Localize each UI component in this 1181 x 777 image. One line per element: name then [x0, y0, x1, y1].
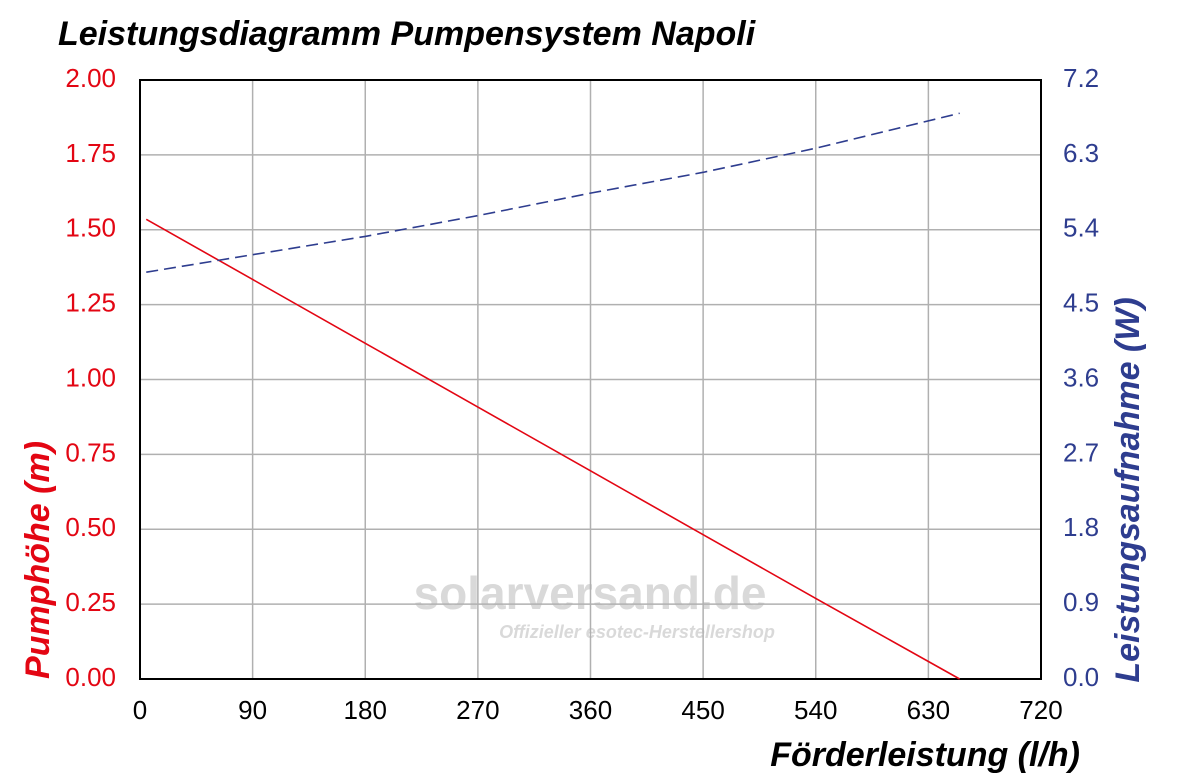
y-axis-label: Pumphöhe (m): [19, 441, 57, 679]
y2-tick-label: 7.2: [1063, 63, 1099, 93]
series-line: [146, 112, 960, 273]
y-tick-label: 1.75: [65, 138, 116, 168]
x-tick-label: 360: [569, 695, 612, 725]
y-tick-label: 1.25: [65, 288, 116, 318]
x-tick-label: 450: [681, 695, 724, 725]
plot-frame: [139, 79, 1042, 680]
y2-tick-label: 1.8: [1063, 512, 1099, 542]
series-line: [145, 218, 961, 680]
y2-tick-label: 6.3: [1063, 138, 1099, 168]
y-tick-label: 0.25: [65, 587, 116, 617]
y2-axis-label: Leistungsaufnahme (W): [1109, 297, 1147, 682]
y-tick-label: 1.00: [65, 362, 116, 392]
y-tick-label: 0.75: [65, 437, 116, 467]
y-tick-label: 2.00: [65, 63, 116, 93]
x-tick-label: 0: [133, 695, 147, 725]
y2-tick-label: 0.0: [1063, 662, 1099, 692]
y-tick-label: 0.50: [65, 512, 116, 542]
y2-tick-label: 4.5: [1063, 288, 1099, 318]
y2-tick-label: 2.7: [1063, 437, 1099, 467]
x-tick-label: 630: [907, 695, 950, 725]
y2-tick-label: 0.9: [1063, 587, 1099, 617]
x-tick-label: 180: [344, 695, 387, 725]
y2-tick-label: 5.4: [1063, 213, 1099, 243]
x-tick-label: 540: [794, 695, 837, 725]
x-tick-label: 720: [1019, 695, 1062, 725]
y2-tick-label: 3.6: [1063, 362, 1099, 392]
y-tick-label: 1.50: [65, 213, 116, 243]
y-tick-label: 0.00: [65, 662, 116, 692]
x-tick-label: 90: [238, 695, 267, 725]
watermark-subtitle: Offizieller esotec-Herstellershop: [499, 622, 775, 642]
chart-title: Leistungsdiagramm Pumpensystem Napoli: [58, 15, 757, 53]
x-axis-label: Förderleistung (l/h): [770, 736, 1080, 774]
x-tick-label: 270: [456, 695, 499, 725]
